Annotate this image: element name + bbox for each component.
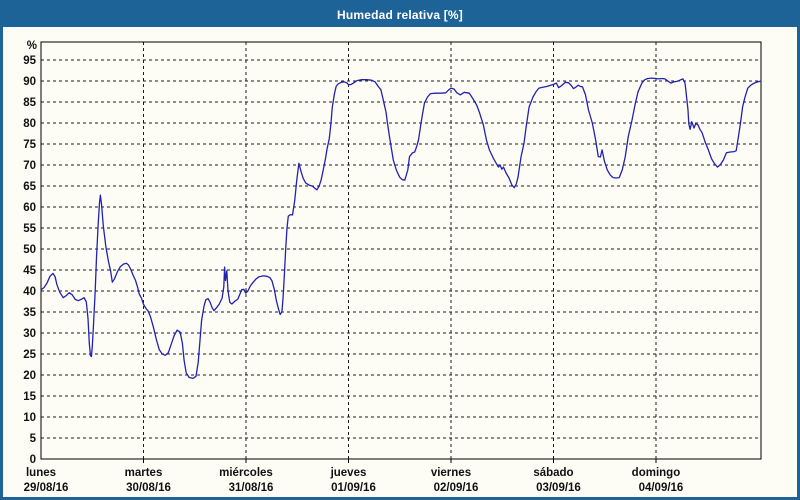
y-tick-label: 20: [23, 370, 36, 382]
grid-lines: [41, 42, 761, 459]
y-tick-label: 45: [23, 265, 36, 277]
y-tick-label: 75: [23, 139, 36, 151]
x-date-label: 01/09/16: [331, 482, 376, 494]
plot-border: [40, 41, 762, 463]
x-day-label: domingo: [632, 467, 681, 479]
y-tick-label: 60: [23, 202, 36, 214]
y-tick-label: 25: [23, 349, 36, 361]
y-tick-label: 50: [23, 244, 36, 256]
x-day-label: viernes: [431, 467, 471, 479]
y-tick-label: 10: [23, 412, 36, 424]
humidity-line-chart: 0 5 10 15 20 25 30 35 40 45 50 55 60 65 70 75 80 85 90 95% l…: [23, 40, 762, 494]
y-tick-label: 85: [23, 97, 36, 109]
x-day-label: sábado: [533, 467, 573, 479]
y-axis-labels: 0 5 10 15 20 25 30 35 40 45 50 55 60 65 70 75 80 85 90 95%: [23, 40, 37, 466]
y-tick-label: 90: [23, 76, 36, 88]
window-title-bar: Humedad relativa [%]: [3, 3, 797, 27]
y-tick-label: 65: [23, 181, 36, 193]
x-date-label: 02/09/16: [434, 482, 479, 494]
y-axis-unit-label: %: [27, 40, 37, 52]
x-date-label: 03/09/16: [536, 482, 581, 494]
x-day-label: miércoles: [219, 467, 273, 479]
y-tick-label: 35: [23, 307, 36, 319]
y-tick-label: 55: [23, 223, 36, 235]
chart-area: 0 5 10 15 20 25 30 35 40 45 50 55 60 65 70 75 80 85 90 95% l…: [3, 27, 797, 497]
y-tick-label: 30: [23, 328, 36, 340]
window-title: Humedad relativa [%]: [336, 8, 464, 22]
x-date-label: 29/08/16: [24, 482, 69, 494]
x-day-label: lunes: [26, 467, 56, 479]
y-tick-label: 40: [23, 286, 36, 298]
x-day-label: jueves: [330, 467, 367, 479]
x-day-label: martes: [125, 467, 163, 479]
y-tick-label: 0: [30, 454, 36, 466]
humidity-series-line: [40, 77, 762, 380]
y-tick-label: 95: [23, 55, 36, 67]
x-date-label: 30/08/16: [126, 482, 171, 494]
y-tick-label: 80: [23, 118, 36, 130]
y-tick-label: 5: [30, 433, 37, 445]
x-date-label: 04/09/16: [639, 482, 684, 494]
y-tick-label: 70: [23, 160, 36, 172]
x-axis-labels: lunes 29/08/16 martes 30/08/16 miércoles 31/0…: [24, 467, 684, 494]
y-tick-label: 15: [23, 391, 36, 403]
x-date-label: 31/08/16: [229, 482, 274, 494]
